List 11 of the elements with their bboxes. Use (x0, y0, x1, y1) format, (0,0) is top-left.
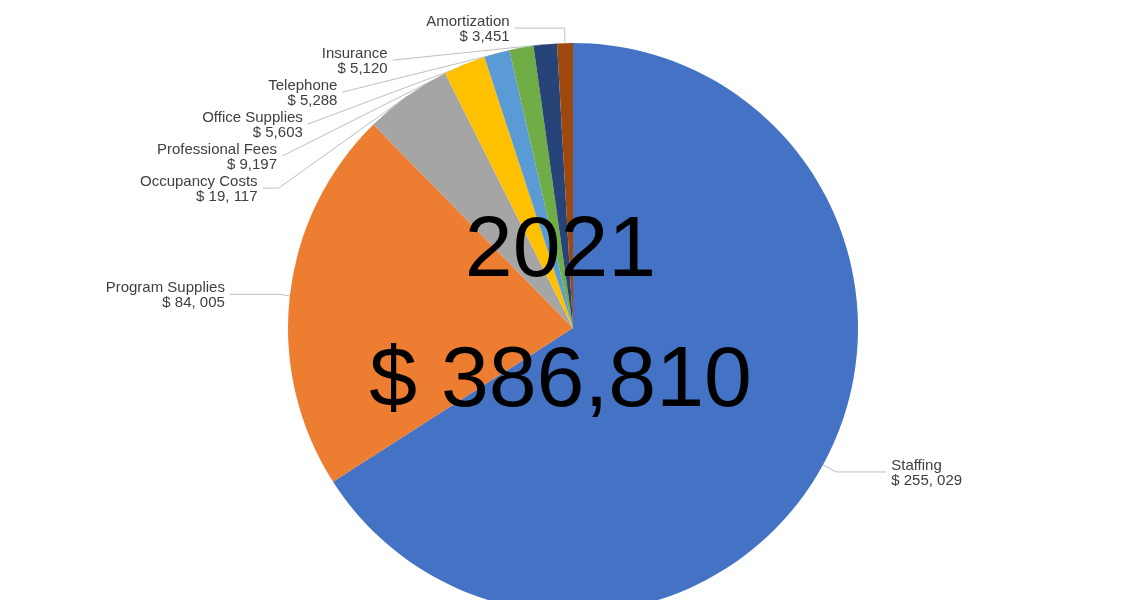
data-label: $ 3,451 (459, 27, 510, 45)
slice-label: Telephone (268, 76, 338, 94)
slice-label: Program Supplies (105, 278, 225, 296)
slice-label: Amortization (426, 12, 510, 30)
slice-label: Occupancy Costs (140, 172, 258, 190)
slice-label: Office Supplies (202, 108, 303, 126)
data-label: $ 5,120 (337, 59, 388, 77)
slice-label: Insurance (321, 44, 388, 62)
slice-label: Staffing (891, 455, 942, 473)
slice-label: Professional Fees (156, 140, 278, 158)
data-label: $ 9,197 (227, 155, 278, 173)
